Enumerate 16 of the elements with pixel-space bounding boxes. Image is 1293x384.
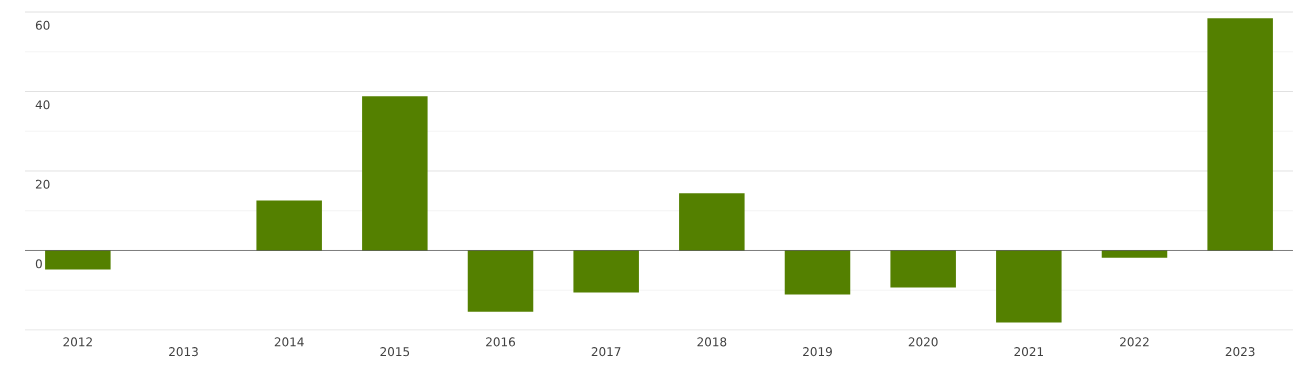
- x-tick-label: 2015: [380, 347, 410, 357]
- x-tick-label: 2017: [591, 347, 621, 357]
- x-tick-label: 2023: [1225, 347, 1255, 357]
- y-tick-label: 0: [35, 259, 42, 269]
- x-tick-label: 2018: [697, 337, 727, 347]
- x-tick-label: 2013: [169, 347, 198, 357]
- x-tick-label: 2016: [486, 337, 516, 347]
- x-tick-label: 2021: [1014, 347, 1043, 357]
- x-tick-label: 2012: [63, 337, 92, 347]
- x-tick-label: 2014: [274, 337, 304, 347]
- x-tick-label: 2022: [1120, 337, 1149, 347]
- x-tick-label: 2019: [803, 347, 832, 357]
- y-tick-label: 60: [35, 20, 50, 30]
- x-tick-label: 2020: [908, 337, 938, 347]
- y-tick-label: 40: [35, 100, 50, 110]
- y-tick-label: 20: [35, 179, 50, 189]
